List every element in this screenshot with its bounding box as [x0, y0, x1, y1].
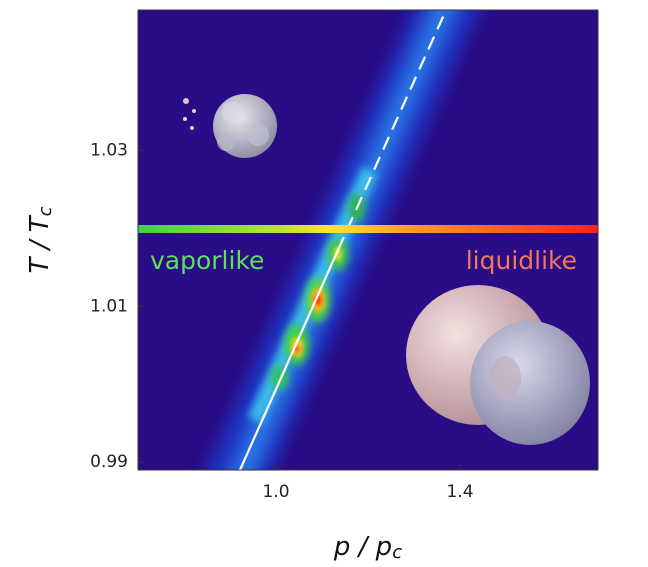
- heatmap: [138, 0, 598, 490]
- x-axis-label: p / pc: [333, 532, 402, 564]
- y-tick-label: 1.03: [90, 140, 128, 160]
- annotation: vaporlike: [150, 246, 264, 275]
- x-axis-label-sub: c: [392, 542, 402, 563]
- x-tick-label: 1.0: [262, 482, 289, 502]
- x-axis-label-main: p / p: [333, 532, 392, 562]
- y-tick-label: 1.01: [90, 296, 128, 316]
- x-tick-label: 1.4: [446, 482, 473, 502]
- annotation: liquidlike: [466, 246, 577, 275]
- chart: vaporlike liquidlike p / pc T / Tc 1.01.…: [0, 0, 648, 567]
- y-tick-label: 0.99: [90, 452, 128, 472]
- y-axis-label-main: T / T: [25, 214, 55, 273]
- y-axis-label-sub: c: [35, 206, 56, 216]
- y-axis-label: T / Tc: [25, 206, 57, 273]
